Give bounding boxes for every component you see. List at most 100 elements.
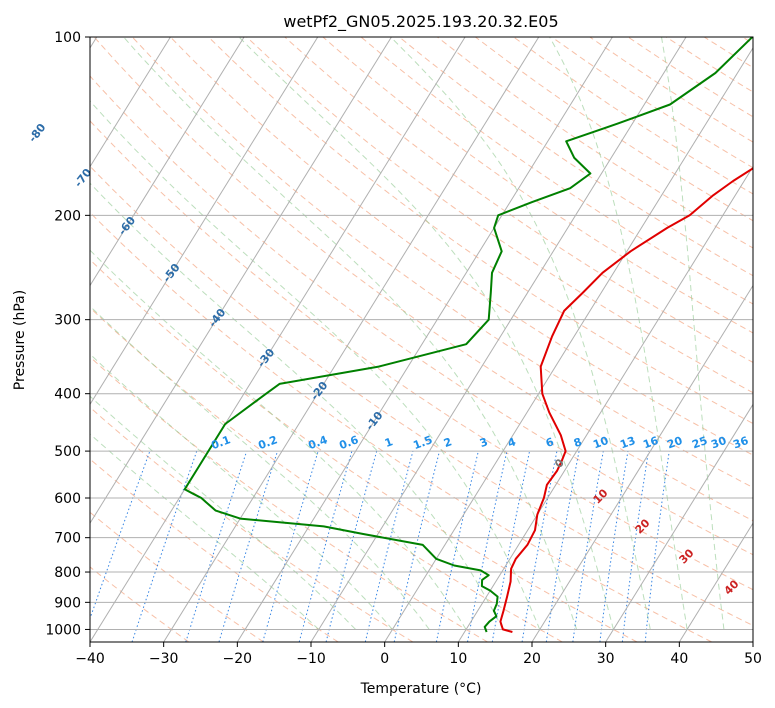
mixing-ratio-label: 4 bbox=[506, 435, 518, 450]
dry-adiabat bbox=[475, 37, 753, 222]
x-tick-label: −40 bbox=[75, 651, 105, 667]
dry-adiabat-label: -70 bbox=[72, 166, 95, 190]
background-lines bbox=[90, 37, 753, 642]
profiles bbox=[183, 37, 753, 633]
y-tick-label: 100 bbox=[54, 30, 81, 46]
moist-adiabat-label: 20 bbox=[633, 516, 653, 536]
mixing-ratio-label: 0.4 bbox=[306, 433, 329, 452]
dewpoint-profile bbox=[183, 37, 753, 633]
mixing-ratio-line bbox=[599, 451, 629, 642]
dry-adiabat bbox=[90, 75, 753, 556]
dry-adiabat bbox=[90, 306, 563, 642]
isotherm-line bbox=[163, 37, 540, 642]
isotherm-line bbox=[605, 403, 753, 642]
mixing-ratio-label: 2 bbox=[442, 435, 454, 450]
inline-labels: -100-90-80-70-60-50-40-30-20-100.10.20.4… bbox=[0, 74, 751, 598]
x-tick-label: 30 bbox=[597, 651, 615, 667]
chart-title: wetPf2_GN05.2025.193.20.32.E05 bbox=[283, 12, 558, 32]
dry-adiabat bbox=[322, 37, 753, 334]
mixing-ratio-label: 20 bbox=[665, 434, 684, 452]
mixing-ratio-label: 6 bbox=[544, 435, 556, 450]
mixing-ratio-line bbox=[90, 450, 151, 620]
mixing-ratio-label: 8 bbox=[572, 435, 584, 450]
mixing-ratio-label: 25 bbox=[690, 434, 709, 451]
mixing-ratio-label: 1.5 bbox=[411, 433, 434, 452]
moist-adiabat-label: 40 bbox=[722, 577, 742, 597]
dry-adiabat bbox=[742, 37, 753, 45]
y-tick-label: 1000 bbox=[45, 622, 81, 638]
x-tick-label: 0 bbox=[380, 651, 389, 667]
dry-adiabat bbox=[284, 37, 753, 363]
dry-adiabat bbox=[360, 37, 753, 305]
y-ticks: 100 200 300 400 500 600 700 800 900 1000 bbox=[45, 30, 90, 638]
isotherm-line bbox=[90, 37, 466, 642]
moist-adiabat bbox=[90, 100, 541, 630]
dry-adiabat-label: -80 bbox=[26, 121, 49, 145]
x-axis-label: Temperature (°C) bbox=[360, 681, 482, 697]
y-tick-label: 600 bbox=[54, 491, 81, 507]
moist-adiabat bbox=[90, 395, 356, 630]
mixing-ratio-label: 13 bbox=[618, 434, 637, 451]
dry-adiabat-label: -50 bbox=[160, 261, 183, 285]
dry-adiabat-label: -90 bbox=[0, 74, 4, 98]
isotherm-line bbox=[90, 37, 245, 287]
mixing-ratio-label: 0.6 bbox=[337, 433, 360, 452]
y-tick-label: 500 bbox=[54, 444, 81, 460]
dry-adiabat bbox=[551, 37, 753, 169]
mixing-ratio-line bbox=[364, 450, 414, 642]
moist-adiabat bbox=[549, 37, 688, 630]
moist-adiabat bbox=[90, 249, 467, 630]
isotherm-line bbox=[90, 37, 171, 168]
moist-adiabat bbox=[90, 305, 430, 630]
dry-adiabat-label: -60 bbox=[116, 214, 139, 238]
dry-adiabat bbox=[131, 37, 753, 489]
y-tick-label: 200 bbox=[54, 208, 81, 224]
moist-adiabat bbox=[238, 37, 614, 630]
mixing-ratio-line bbox=[325, 450, 378, 642]
dry-adiabat bbox=[90, 511, 264, 642]
mixing-ratio-label: 36 bbox=[731, 434, 750, 452]
dry-adiabat bbox=[90, 165, 753, 627]
mixing-ratio-label: 0.1 bbox=[209, 433, 232, 452]
mixing-ratio-line bbox=[644, 451, 670, 642]
mixing-ratio-label: 3 bbox=[478, 435, 490, 450]
isotherm-line bbox=[531, 284, 753, 642]
isotherm-line bbox=[90, 37, 392, 525]
x-ticks: −40 −30 −20 −10 0 10 20 30 40 50 bbox=[75, 642, 762, 667]
mixing-ratio-line bbox=[572, 451, 604, 642]
dry-adiabat-label: -10 bbox=[363, 409, 386, 433]
moist-adiabat bbox=[90, 353, 393, 630]
dry-adiabat bbox=[703, 37, 753, 69]
x-tick-label: −10 bbox=[296, 651, 326, 667]
x-tick-label: −30 bbox=[149, 651, 179, 667]
mixing-ratio-line bbox=[185, 450, 248, 642]
dry-adiabat bbox=[246, 37, 753, 394]
mixing-ratio-line bbox=[262, 450, 319, 642]
x-tick-label: 40 bbox=[670, 651, 688, 667]
y-tick-label: 700 bbox=[54, 531, 81, 547]
y-tick-label: 300 bbox=[54, 313, 81, 329]
dry-adiabat bbox=[90, 258, 638, 642]
moist-adiabat bbox=[90, 433, 320, 630]
dry-adiabat bbox=[90, 458, 339, 642]
isotherm-line bbox=[90, 37, 319, 406]
x-tick-label: 10 bbox=[449, 651, 467, 667]
mixing-ratio-label: 16 bbox=[641, 434, 660, 452]
moist-adiabat bbox=[390, 37, 651, 630]
moist-adiabat bbox=[123, 37, 578, 630]
moist-adiabat-label: 30 bbox=[677, 546, 697, 566]
dry-adiabat bbox=[90, 120, 753, 591]
mixing-ratio-line bbox=[298, 450, 353, 642]
isotherm-line bbox=[236, 37, 613, 642]
temperature-profile bbox=[499, 167, 753, 633]
y-tick-label: 800 bbox=[54, 565, 81, 581]
x-tick-label: −20 bbox=[223, 651, 253, 667]
moist-adiabat bbox=[661, 37, 725, 630]
isotherm-line bbox=[752, 641, 753, 642]
isotherm-line bbox=[457, 165, 753, 642]
mixing-ratio-line bbox=[131, 450, 198, 642]
y-tick-label: 900 bbox=[54, 595, 81, 611]
dry-adiabat-label: -20 bbox=[308, 379, 331, 403]
y-tick-label: 400 bbox=[54, 387, 81, 403]
